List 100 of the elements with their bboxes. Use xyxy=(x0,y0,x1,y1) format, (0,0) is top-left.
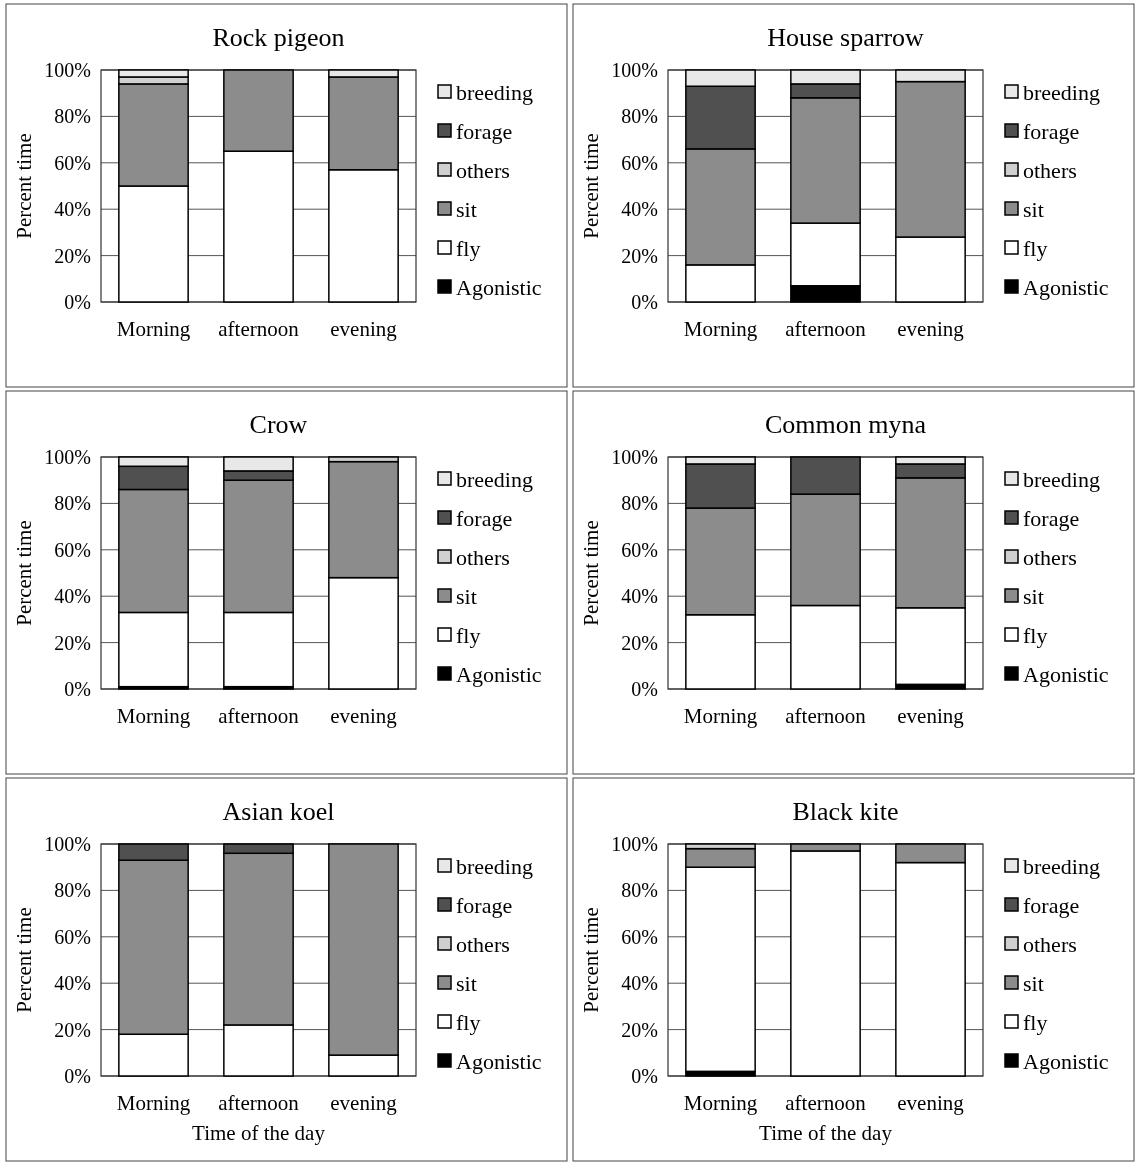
x-tick-label: evening xyxy=(897,1091,965,1115)
y-tick-label: 0% xyxy=(64,678,91,700)
y-axis-title: Percent time xyxy=(579,520,603,626)
y-tick-label: 80% xyxy=(54,105,91,128)
y-tick-label: 60% xyxy=(621,925,658,948)
legend-label: sit xyxy=(456,583,477,609)
legend-label: Agonistic xyxy=(456,661,542,687)
chart-title: Rock pigeon xyxy=(212,23,345,52)
legend-label: breeding xyxy=(456,853,533,879)
y-tick-label: 20% xyxy=(54,1018,91,1041)
y-tick-label: 60% xyxy=(54,151,91,174)
y-tick-label: 100% xyxy=(611,59,658,81)
legend-label: breeding xyxy=(1023,79,1100,105)
legend-label: breeding xyxy=(456,466,533,492)
legend-label: Agonistic xyxy=(1023,1048,1109,1074)
legend-label: breeding xyxy=(1023,853,1100,879)
y-tick-label: 60% xyxy=(54,538,91,561)
y-axis-title: Percent time xyxy=(579,907,603,1013)
y-tick-label: 80% xyxy=(54,492,91,515)
x-tick-label: evening xyxy=(330,704,398,728)
legend-label: sit xyxy=(1023,583,1044,609)
y-tick-label: 0% xyxy=(631,291,658,313)
y-tick-label: 80% xyxy=(54,879,91,902)
legend-label: Agonistic xyxy=(456,1048,542,1074)
x-axis-title: Time of the day xyxy=(192,1121,326,1145)
y-tick-label: 0% xyxy=(631,1065,658,1087)
y-tick-label: 40% xyxy=(54,198,91,221)
legend-label: others xyxy=(456,544,510,570)
legend-label: fly xyxy=(1023,235,1048,261)
chart-title: Common myna xyxy=(764,410,927,439)
x-tick-label: Morning xyxy=(116,317,191,341)
y-tick-label: 100% xyxy=(44,833,91,855)
y-tick-label: 60% xyxy=(621,151,658,174)
legend-label: fly xyxy=(456,235,481,261)
y-tick-label: 40% xyxy=(54,972,91,995)
x-tick-label: Morning xyxy=(683,317,758,341)
chart-title: Asian koel xyxy=(222,797,335,826)
y-tick-label: 80% xyxy=(621,492,658,515)
x-tick-label: evening xyxy=(330,1091,398,1115)
x-tick-label: afternoon xyxy=(218,317,300,341)
y-tick-label: 20% xyxy=(54,244,91,267)
y-axis-title: Percent time xyxy=(12,520,36,626)
y-tick-label: 20% xyxy=(54,631,91,654)
x-tick-label: Morning xyxy=(683,704,758,728)
legend-label: others xyxy=(456,931,510,957)
y-tick-label: 40% xyxy=(621,198,658,221)
legend-label: forage xyxy=(456,892,513,918)
legend-label: sit xyxy=(456,970,477,996)
chart-title: House sparrow xyxy=(767,23,925,52)
x-tick-label: Morning xyxy=(116,1091,191,1115)
legend-label: others xyxy=(1023,544,1077,570)
legend-label: fly xyxy=(456,622,481,648)
y-tick-label: 100% xyxy=(611,833,658,855)
legend-label: Agonistic xyxy=(1023,274,1109,300)
x-tick-label: Morning xyxy=(116,704,191,728)
x-tick-label: afternoon xyxy=(785,1091,867,1115)
y-tick-label: 20% xyxy=(621,631,658,654)
legend-label: others xyxy=(1023,931,1077,957)
y-tick-label: 0% xyxy=(631,678,658,700)
legend-label: breeding xyxy=(1023,466,1100,492)
y-tick-label: 40% xyxy=(621,585,658,608)
y-axis-title: Percent time xyxy=(12,907,36,1013)
x-tick-label: evening xyxy=(897,704,965,728)
legend-label: others xyxy=(1023,157,1077,183)
legend-label: forage xyxy=(456,118,513,144)
y-tick-label: 20% xyxy=(621,244,658,267)
x-tick-label: evening xyxy=(897,317,965,341)
y-tick-label: 60% xyxy=(54,925,91,948)
y-tick-label: 80% xyxy=(621,879,658,902)
y-tick-label: 100% xyxy=(44,59,91,81)
x-tick-label: afternoon xyxy=(218,704,300,728)
chart-title: Crow xyxy=(249,410,308,439)
legend-label: Agonistic xyxy=(1023,661,1109,687)
x-axis-title: Time of the day xyxy=(759,1121,893,1145)
y-tick-label: 0% xyxy=(64,291,91,313)
y-tick-label: 20% xyxy=(621,1018,658,1041)
x-tick-label: Morning xyxy=(683,1091,758,1115)
y-tick-label: 40% xyxy=(621,972,658,995)
y-axis-title: Percent time xyxy=(12,133,36,239)
x-tick-label: afternoon xyxy=(785,704,867,728)
legend-label: fly xyxy=(1023,622,1048,648)
legend-label: forage xyxy=(1023,505,1080,531)
chart-title: Black kite xyxy=(792,797,899,826)
y-tick-label: 100% xyxy=(44,446,91,468)
legend-label: sit xyxy=(456,196,477,222)
y-tick-label: 60% xyxy=(621,538,658,561)
legend-label: fly xyxy=(1023,1009,1048,1035)
legend-label: fly xyxy=(456,1009,481,1035)
legend-label: forage xyxy=(1023,118,1080,144)
y-axis-title: Percent time xyxy=(579,133,603,239)
y-tick-label: 100% xyxy=(611,446,658,468)
x-tick-label: afternoon xyxy=(218,1091,300,1115)
legend-label: forage xyxy=(456,505,513,531)
legend-label: forage xyxy=(1023,892,1080,918)
legend-label: sit xyxy=(1023,970,1044,996)
x-tick-label: evening xyxy=(330,317,398,341)
legend-label: others xyxy=(456,157,510,183)
legend-label: sit xyxy=(1023,196,1044,222)
y-tick-label: 40% xyxy=(54,585,91,608)
legend-label: Agonistic xyxy=(456,274,542,300)
